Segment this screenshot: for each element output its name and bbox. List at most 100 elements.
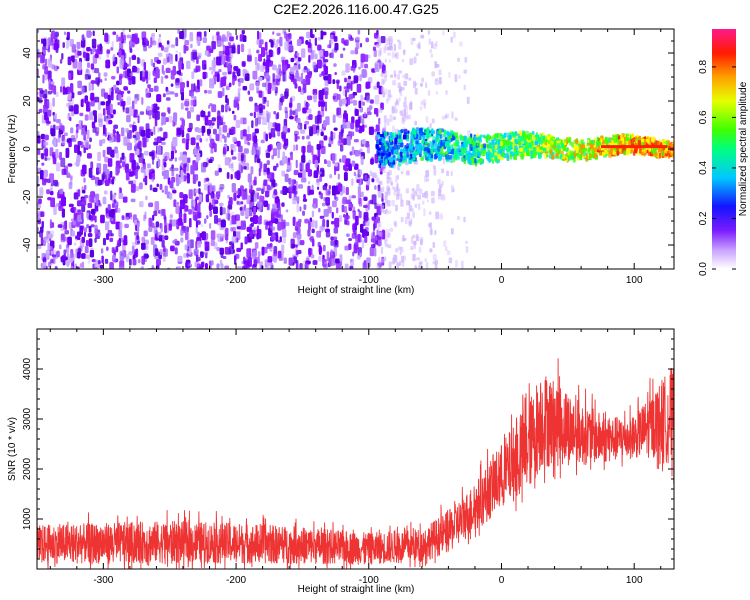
heatmap-cell xyxy=(244,73,250,81)
heatmap-cell xyxy=(131,245,135,254)
heatmap-cell xyxy=(283,64,288,71)
heatmap-cell xyxy=(85,254,91,260)
heatmap-cell xyxy=(91,38,97,49)
heatmap-cell xyxy=(82,34,85,41)
heatmap-cell xyxy=(257,250,261,257)
heatmap-cell xyxy=(326,219,329,228)
heatmap-cell xyxy=(262,117,268,125)
heatmap-cell xyxy=(225,239,228,244)
heatmap-cell xyxy=(343,164,347,171)
heatmap-cell xyxy=(54,35,58,43)
heatmap-cell xyxy=(263,163,268,173)
heatmap-cell xyxy=(241,260,244,265)
heatmap-cell xyxy=(371,194,377,205)
heatmap-cell xyxy=(221,121,226,125)
heatmap-cell xyxy=(360,53,366,63)
heatmap-cell xyxy=(342,89,346,96)
heatmap-cell xyxy=(154,248,159,256)
heatmap-cell xyxy=(178,212,183,219)
heatmap-cell xyxy=(227,42,232,46)
heatmap-cell xyxy=(156,59,161,64)
heatmap-cell xyxy=(340,144,344,152)
heatmap-cell xyxy=(49,260,54,265)
heatmap-cell xyxy=(90,224,95,228)
heatmap-cell xyxy=(221,104,225,113)
heatmap-cell xyxy=(272,31,275,35)
heatmap-cell xyxy=(349,37,354,41)
heatmap-cell xyxy=(266,160,270,166)
heatmap-cell xyxy=(307,229,311,237)
heatmap-cell xyxy=(277,148,280,159)
heatmap-cell xyxy=(369,199,373,205)
heatmap-cell xyxy=(250,222,254,227)
heatmap-cell xyxy=(137,222,140,232)
heatmap-cell xyxy=(195,189,199,193)
heatmap-cell xyxy=(254,242,259,249)
heatmap-cell xyxy=(375,124,380,132)
heatmap-cell xyxy=(83,147,86,154)
heatmap-cell xyxy=(236,140,241,147)
heatmap-cell xyxy=(132,134,136,139)
heatmap-cell xyxy=(63,31,67,36)
heatmap-cell xyxy=(210,230,216,241)
heatmap-cell xyxy=(250,192,254,202)
heatmap-cell xyxy=(42,93,47,99)
heatmap-cell xyxy=(325,231,331,238)
heatmap-cell xyxy=(49,173,54,184)
heatmap-cell xyxy=(70,135,76,141)
heatmap-cell xyxy=(202,162,208,168)
heatmap-cell xyxy=(180,82,185,89)
heatmap-cell xyxy=(366,257,371,268)
heatmap-cell xyxy=(211,268,213,269)
heatmap-cell xyxy=(270,128,276,138)
heatmap-cell xyxy=(283,257,287,264)
heatmap-cell xyxy=(352,211,356,220)
heatmap-cell xyxy=(55,251,58,260)
heatmap-cell xyxy=(197,128,202,134)
heatmap-cell xyxy=(222,46,226,52)
heatmap-cell xyxy=(374,94,380,105)
heatmap-cell xyxy=(116,133,121,143)
heatmap-cell xyxy=(205,263,208,269)
heatmap-cell xyxy=(232,226,236,233)
heatmap-cell xyxy=(381,193,384,202)
heatmap-cell xyxy=(366,143,370,154)
heatmap-cell xyxy=(365,37,369,43)
heatmap-cell xyxy=(303,65,308,70)
heatmap-cell xyxy=(258,167,261,177)
heatmap-cell xyxy=(90,48,93,55)
heatmap-cell xyxy=(324,101,327,112)
heatmap-cell xyxy=(351,146,355,156)
heatmap-cell xyxy=(341,98,347,105)
heatmap-cell xyxy=(186,253,189,257)
heatmap-cell xyxy=(92,55,98,64)
heatmap-cell xyxy=(129,73,133,77)
heatmap-cell xyxy=(235,119,241,128)
heatmap-cell xyxy=(106,246,109,251)
heatmap-cell xyxy=(254,117,258,127)
heatmap-cell xyxy=(338,99,342,107)
heatmap-cell xyxy=(225,212,231,220)
heatmap-cell xyxy=(225,55,229,61)
heatmap-cell xyxy=(351,146,355,156)
heatmap-cell xyxy=(69,39,74,47)
heatmap-cell xyxy=(47,90,52,95)
heatmap-cell xyxy=(61,77,66,87)
heatmap-cell xyxy=(126,142,132,151)
heatmap-cell xyxy=(171,164,174,169)
heatmap-cell xyxy=(116,34,119,43)
heatmap-cell xyxy=(320,192,323,200)
heatmap-cell xyxy=(352,91,357,96)
heatmap-cell xyxy=(226,172,230,179)
heatmap-cell xyxy=(263,179,268,186)
heatmap-cell xyxy=(352,95,355,99)
heatmap-cell xyxy=(351,178,354,186)
heatmap-cell xyxy=(325,189,331,196)
heatmap-cell xyxy=(306,31,311,39)
heatmap-cell xyxy=(214,215,218,224)
heatmap-cell xyxy=(204,89,208,94)
heatmap-cell xyxy=(331,185,336,196)
heatmap-cell xyxy=(121,161,126,168)
heatmap-cell xyxy=(152,62,156,68)
heatmap-cell xyxy=(321,145,326,155)
